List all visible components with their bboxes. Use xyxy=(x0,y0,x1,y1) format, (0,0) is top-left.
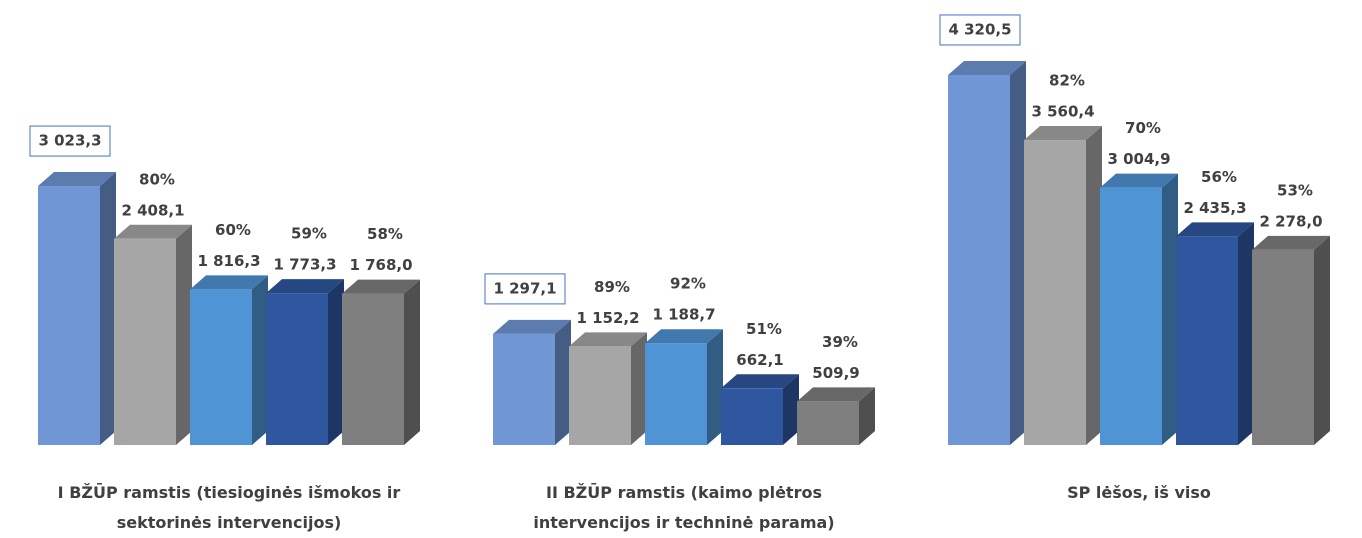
bar-top xyxy=(797,387,875,402)
bar-top xyxy=(1252,235,1330,250)
bar-side xyxy=(176,224,192,445)
bar-top xyxy=(1176,222,1254,237)
share-label: 60% xyxy=(215,221,251,239)
bar-side xyxy=(328,279,344,445)
value-label: 2 408,1 xyxy=(121,201,184,219)
bar-top xyxy=(493,319,571,334)
bar-top xyxy=(948,60,1026,75)
bar xyxy=(1252,249,1314,445)
label-box xyxy=(484,273,566,305)
share-label: 92% xyxy=(670,275,706,293)
bar xyxy=(493,333,555,445)
category-label: II BŽŪP ramstis (kaimo plėtros intervenc… xyxy=(533,483,835,532)
share-label: 58% xyxy=(367,225,403,243)
bar-side xyxy=(783,374,799,445)
bar-side xyxy=(1010,60,1026,445)
bar-top xyxy=(266,279,344,294)
bar-top xyxy=(342,279,420,294)
bar-side xyxy=(1086,126,1102,445)
share-label: 80% xyxy=(139,170,175,188)
share-label: 82% xyxy=(1049,72,1085,90)
bar xyxy=(1176,236,1238,445)
bar-side xyxy=(404,279,420,445)
bar xyxy=(645,343,707,445)
label-box xyxy=(939,14,1021,46)
bar xyxy=(114,238,176,445)
value-label: 509,9 xyxy=(812,364,859,382)
bar xyxy=(721,388,783,445)
category-label: SP lėšos, iš viso xyxy=(1067,483,1211,502)
bar-side xyxy=(859,387,875,445)
value-label: 1 297,1 xyxy=(493,279,556,297)
value-label: 2 435,3 xyxy=(1183,199,1246,217)
bar-side xyxy=(707,329,723,445)
value-label: 4 320,5 xyxy=(948,20,1011,38)
bar xyxy=(1024,140,1086,445)
value-label: 3 004,9 xyxy=(1107,150,1170,168)
category-label: I BŽŪP ramstis (tiesioginės išmokos ir s… xyxy=(57,483,401,532)
value-label: 1 188,7 xyxy=(652,306,715,324)
label-box xyxy=(29,125,111,157)
bar-side xyxy=(252,275,268,445)
bar-top xyxy=(114,224,192,239)
bar xyxy=(569,346,631,445)
bar-side xyxy=(100,172,116,446)
bar xyxy=(797,401,859,445)
bar-side xyxy=(1162,173,1178,446)
bar-top xyxy=(38,172,116,187)
share-label: 53% xyxy=(1277,181,1313,199)
value-label: 1 773,3 xyxy=(273,256,336,274)
bar-top xyxy=(1024,126,1102,141)
bar xyxy=(38,186,100,446)
share-label: 70% xyxy=(1125,119,1161,137)
bar-side xyxy=(631,332,647,445)
bar-top xyxy=(1100,173,1178,188)
value-label: 1 816,3 xyxy=(197,252,260,270)
value-label: 1 768,0 xyxy=(349,256,412,274)
value-label: 2 278,0 xyxy=(1259,212,1322,230)
share-label: 51% xyxy=(746,320,782,338)
value-label: 1 152,2 xyxy=(576,309,639,327)
share-label: 56% xyxy=(1201,168,1237,186)
bar xyxy=(190,289,252,445)
bar xyxy=(266,293,328,445)
bar-side xyxy=(1238,222,1254,445)
bar-side xyxy=(1314,235,1330,445)
bar-side xyxy=(555,319,571,445)
bar xyxy=(948,74,1010,445)
value-label: 3 023,3 xyxy=(38,132,101,150)
share-label: 39% xyxy=(822,333,858,351)
bar-top xyxy=(721,374,799,389)
value-label: 662,1 xyxy=(736,351,783,369)
bar xyxy=(1100,187,1162,446)
share-label: 59% xyxy=(291,225,327,243)
share-label: 89% xyxy=(594,278,630,296)
bar xyxy=(342,293,404,445)
value-label: 3 560,4 xyxy=(1031,103,1094,121)
bar-top xyxy=(569,332,647,347)
bar-top xyxy=(645,329,723,344)
bar-top xyxy=(190,275,268,290)
